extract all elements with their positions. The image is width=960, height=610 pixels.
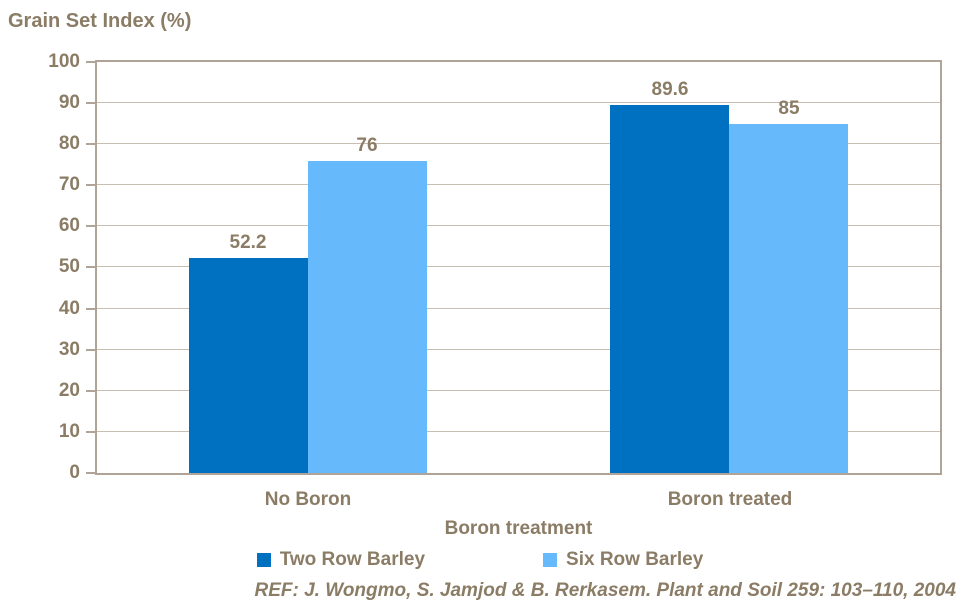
legend-item: Two Row Barley [256, 549, 426, 571]
legend-swatch-six-row-barley [543, 553, 558, 567]
reference-citation: REF: J. Wongmo, S. Jamjod & B. Rerkasem.… [254, 580, 957, 601]
y-axis-tick [86, 266, 95, 268]
y-tick-label: 30 [58, 339, 80, 360]
legend-label: Six Row Barley [566, 549, 704, 570]
y-tick-label: 70 [58, 174, 80, 195]
x-axis-categories: No Boron Boron treated [97, 489, 940, 513]
y-axis-tick [86, 308, 95, 310]
x-axis-title: Boron treatment [444, 518, 593, 539]
gridline [97, 308, 940, 309]
y-tick-label: 90 [58, 92, 80, 113]
bar-two-row-barley-0 [189, 258, 308, 473]
plot-area: 52.2 89.6 76 85 [86, 60, 942, 475]
y-axis-tick [86, 102, 95, 104]
legend-item: Six Row Barley [543, 549, 703, 571]
y-axis-tick [86, 61, 95, 63]
y-tick-label: 20 [58, 380, 80, 401]
x-category-label: No Boron [264, 489, 352, 510]
gridline [97, 143, 940, 144]
y-axis-tick [86, 349, 95, 351]
gridline [97, 102, 940, 103]
gridline [97, 349, 940, 350]
bar-two-row-barley-1 [610, 105, 729, 473]
gridline [97, 225, 940, 226]
gridline [97, 184, 940, 185]
legend-swatch-two-row-barley [256, 553, 271, 567]
y-axis-tick [86, 143, 95, 145]
y-tick-label: 10 [58, 421, 80, 442]
gridline [97, 266, 940, 267]
legend: Two Row Barley Six Row Barley [0, 549, 960, 571]
legend-label: Two Row Barley [279, 549, 426, 570]
y-axis: 0 10 20 30 40 50 60 70 80 90 100 [0, 52, 80, 483]
bar-value-label: 52.2 [229, 232, 267, 253]
x-category-label: Boron treated [667, 489, 793, 510]
bar-value-label: 76 [356, 135, 378, 156]
y-tick-label: 50 [58, 256, 80, 277]
y-tick-label: 80 [58, 133, 80, 154]
chart-title: Grain Set Index (%) [8, 10, 192, 32]
y-tick-label: 0 [69, 462, 80, 483]
y-tick-label: 100 [48, 51, 80, 72]
y-tick-label: 60 [58, 215, 80, 236]
bar-six-row-barley-1 [729, 124, 848, 473]
bar-value-label: 89.6 [651, 79, 689, 100]
y-axis-tick [86, 390, 95, 392]
gridline [97, 431, 940, 432]
y-axis-tick [86, 184, 95, 186]
bar-six-row-barley-0 [308, 161, 427, 473]
gridline [97, 390, 940, 391]
bar-value-label: 85 [778, 98, 800, 119]
y-axis-tick [86, 431, 95, 433]
y-axis-tick [86, 472, 95, 474]
y-axis-tick [86, 225, 95, 227]
y-tick-label: 40 [58, 298, 80, 319]
